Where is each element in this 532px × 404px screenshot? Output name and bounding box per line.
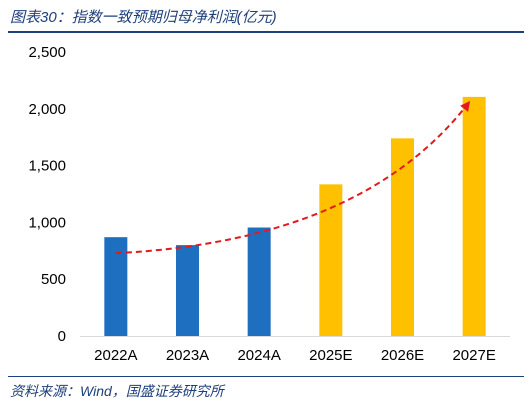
y-tick-label: 500 <box>41 271 66 288</box>
x-tick-label: 2022A <box>94 347 137 364</box>
trend-arrowhead <box>460 100 471 112</box>
x-tick-label: 2026E <box>381 347 424 364</box>
y-tick-label: 2,000 <box>28 101 66 118</box>
x-axis: 2022A 2023A 2024A 2025E 2026E 2027E <box>80 336 510 364</box>
bar-2026E <box>391 138 414 336</box>
y-tick-label: 1,500 <box>28 158 66 175</box>
y-tick-label: 0 <box>58 328 66 345</box>
chart-title: 图表30：指数一致预期归母净利润(亿元) <box>10 9 277 26</box>
bar-2025E <box>319 184 343 336</box>
y-axis: 0 500 1,000 1,500 2,000 2,500 <box>28 44 66 345</box>
y-tick-label: 2,500 <box>28 44 66 61</box>
bar-2027E <box>462 96 486 336</box>
title-divider <box>8 31 524 33</box>
bar-2023A <box>176 245 199 336</box>
source-note: 资料来源：Wind，国盛证券研究所 <box>10 383 224 399</box>
source-divider <box>8 376 524 377</box>
x-tick-label: 2027E <box>452 347 495 364</box>
y-tick-label: 1,000 <box>28 214 66 231</box>
trend-arrow-group <box>115 100 471 255</box>
bars-group <box>104 96 486 336</box>
x-tick-label: 2025E <box>309 347 352 364</box>
x-tick-label: 2023A <box>166 347 209 364</box>
bar-2024A <box>247 227 271 336</box>
bar-2022A <box>104 237 128 336</box>
x-tick-label: 2024A <box>237 347 280 364</box>
trend-line <box>115 100 471 255</box>
